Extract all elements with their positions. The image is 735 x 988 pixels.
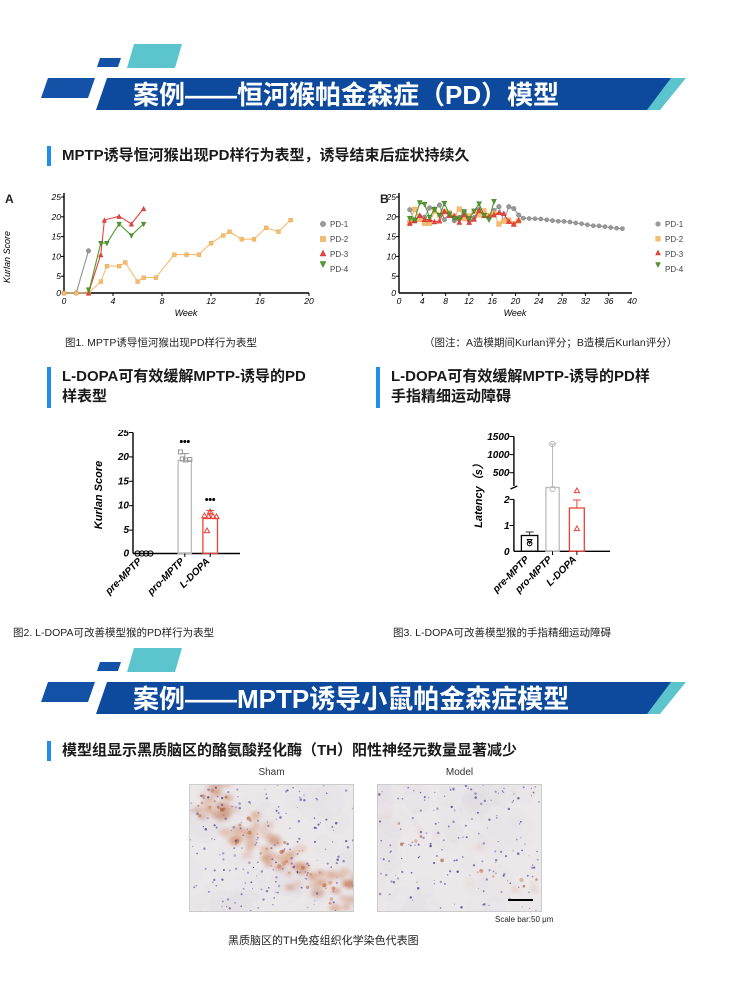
- svg-text:20: 20: [510, 296, 521, 306]
- svg-text:PD-1: PD-1: [665, 220, 684, 229]
- svg-text:25: 25: [51, 192, 62, 202]
- svg-text:PD-4: PD-4: [665, 265, 684, 274]
- svg-text:Kurlan Score: Kurlan Score: [2, 231, 12, 283]
- svg-text:10: 10: [52, 251, 62, 261]
- svg-text:PD-3: PD-3: [330, 250, 349, 259]
- svg-text:Latency（s）: Latency（s）: [472, 458, 485, 528]
- svg-text:案例——MPTP诱导小鼠帕金森症模型: 案例——MPTP诱导小鼠帕金森症模型: [133, 684, 569, 714]
- svg-text:8: 8: [160, 296, 165, 306]
- svg-text:40: 40: [627, 296, 637, 306]
- svg-text:Week: Week: [175, 308, 198, 318]
- svg-text:500: 500: [493, 468, 510, 479]
- svg-text:5: 5: [391, 271, 396, 281]
- svg-text:20: 20: [51, 212, 62, 222]
- svg-text:0: 0: [62, 296, 67, 306]
- svg-text:0: 0: [397, 296, 402, 306]
- svg-text:0: 0: [123, 549, 129, 560]
- svg-text:12: 12: [206, 296, 216, 306]
- svg-text:32: 32: [581, 296, 591, 306]
- svg-text:案例——恒河猴帕金森症（PD）模型: 案例——恒河猴帕金森症（PD）模型: [133, 80, 559, 110]
- svg-text:1000: 1000: [487, 450, 510, 461]
- svg-text:28: 28: [556, 296, 567, 306]
- svg-text:5: 5: [56, 271, 61, 281]
- svg-text:0: 0: [391, 288, 396, 298]
- svg-text:PD-4: PD-4: [330, 265, 349, 274]
- svg-text:10: 10: [118, 501, 130, 512]
- svg-text:4: 4: [111, 296, 116, 306]
- svg-text:0: 0: [504, 547, 510, 558]
- svg-text:15: 15: [52, 232, 62, 242]
- svg-text:Kurlan Score: Kurlan Score: [93, 461, 105, 529]
- svg-text:0: 0: [56, 288, 61, 298]
- svg-text:pre-MPTP: pre-MPTP: [103, 556, 145, 598]
- svg-text:PD-3: PD-3: [665, 250, 684, 259]
- svg-text:20: 20: [303, 296, 314, 306]
- svg-text:Week: Week: [504, 308, 527, 318]
- svg-text:16: 16: [255, 296, 265, 306]
- svg-text:16: 16: [487, 296, 497, 306]
- svg-text:5: 5: [123, 525, 129, 536]
- svg-text:pro-MPTP: pro-MPTP: [145, 556, 187, 598]
- svg-text:4: 4: [420, 296, 425, 306]
- svg-text:10: 10: [387, 251, 397, 261]
- svg-text:PD-2: PD-2: [330, 235, 349, 244]
- svg-text:PD-2: PD-2: [665, 235, 684, 244]
- svg-text:24: 24: [533, 296, 544, 306]
- svg-text:20: 20: [386, 212, 397, 222]
- svg-text:1: 1: [504, 521, 510, 532]
- svg-text:36: 36: [604, 296, 614, 306]
- svg-text:PD-1: PD-1: [330, 220, 349, 229]
- svg-text:1500: 1500: [487, 432, 510, 443]
- svg-text:15: 15: [118, 476, 130, 487]
- svg-text:15: 15: [387, 232, 397, 242]
- svg-text:8: 8: [443, 296, 448, 306]
- svg-text:25: 25: [117, 430, 130, 439]
- svg-text:20: 20: [117, 452, 130, 463]
- svg-text:12: 12: [464, 296, 474, 306]
- svg-text:2: 2: [503, 495, 510, 506]
